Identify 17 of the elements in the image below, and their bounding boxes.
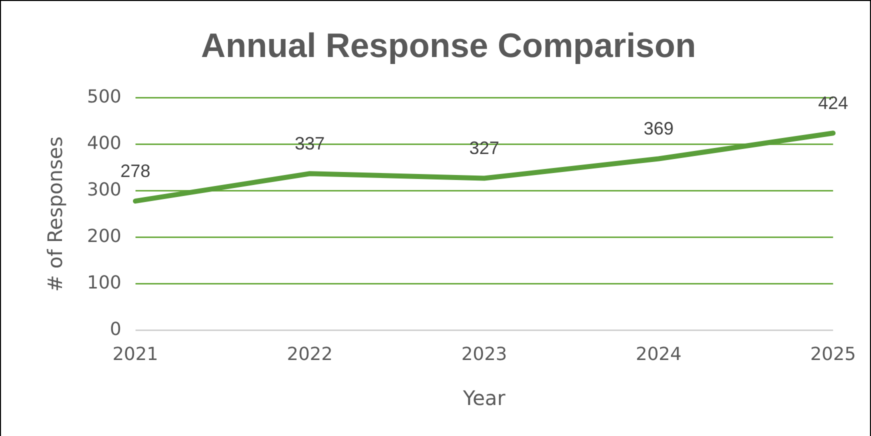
x-axis-title: Year [462,386,506,410]
y-tick-label: 0 [110,319,122,340]
chart-title: Annual Response Comparison [201,26,696,65]
x-tick-label: 2021 [112,344,158,365]
data-label: 278 [120,161,150,182]
y-tick-label: 200 [86,226,122,248]
data-label: 424 [818,93,848,114]
x-tick-label: 2025 [810,344,856,365]
data-label: 369 [644,118,674,139]
x-tick-label: 2023 [461,344,508,365]
y-tick-label: 500 [86,86,122,108]
x-tick-label: 2022 [286,344,333,365]
y-axis-title: # of Responses [43,136,68,292]
y-tick-label: 100 [86,272,122,294]
y-tick-label: 400 [86,132,122,154]
x-tick-label: 2024 [636,344,682,365]
y-tick-label: 300 [86,180,122,201]
